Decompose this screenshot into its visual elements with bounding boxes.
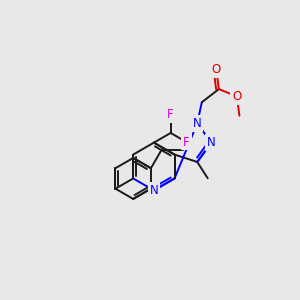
Text: O: O bbox=[232, 90, 242, 103]
Text: F: F bbox=[167, 108, 174, 121]
Text: N: N bbox=[207, 136, 216, 149]
Text: N: N bbox=[193, 117, 202, 130]
Text: N: N bbox=[149, 184, 158, 197]
Text: F: F bbox=[183, 136, 190, 148]
Text: O: O bbox=[212, 63, 221, 76]
